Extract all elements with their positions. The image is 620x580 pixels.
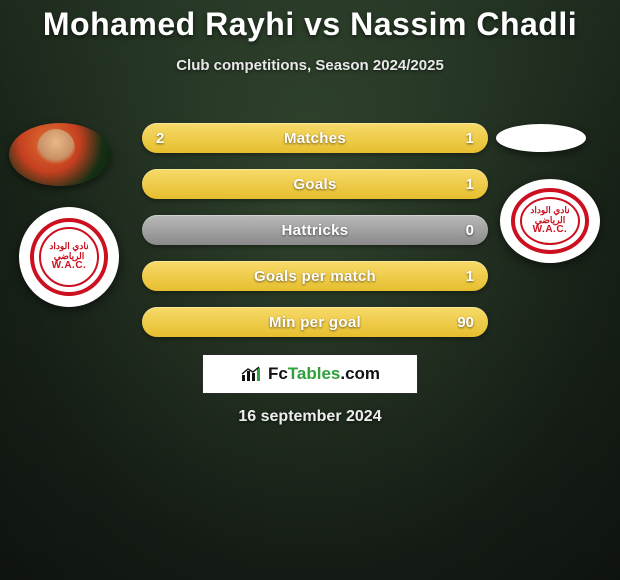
stat-label: Hattricks (142, 215, 488, 245)
stat-value-right: 1 (466, 123, 474, 153)
wac-badge-icon: نادي الوداد الرياضي W.A.C. (30, 218, 108, 296)
stat-bar: Min per goal90 (142, 307, 488, 337)
player-left-club-badge: نادي الوداد الرياضي W.A.C. (19, 207, 119, 307)
player-right-club-badge: نادي الوداد الرياضي W.A.C. (500, 179, 600, 263)
player-right-photo-placeholder (496, 124, 586, 152)
wac-badge-icon: نادي الوداد الرياضي W.A.C. (511, 188, 589, 254)
club-badge-arabic: نادي الوداد الرياضي (515, 206, 585, 225)
page-title: Mohamed Rayhi vs Nassim Chadli (0, 0, 620, 43)
stat-value-right: 1 (466, 169, 474, 199)
brand-box: FcTables.com (202, 354, 418, 394)
stat-value-right: 90 (457, 307, 474, 337)
stat-value-right: 0 (466, 215, 474, 245)
stat-label: Matches (142, 123, 488, 153)
club-badge-latin: W.A.C. (52, 260, 87, 271)
stat-bar: Hattricks0 (142, 215, 488, 245)
player-left-photo (9, 123, 111, 186)
club-badge-latin: W.A.C. (533, 224, 568, 235)
brand-prefix: Fc (268, 364, 288, 383)
stat-value-right: 1 (466, 261, 474, 291)
page-subtitle: Club competitions, Season 2024/2025 (0, 57, 620, 74)
stat-bar: 2Matches1 (142, 123, 488, 153)
chart-icon (240, 365, 262, 383)
date-text: 16 september 2024 (0, 408, 620, 426)
stat-label: Goals (142, 169, 488, 199)
stat-bar: Goals per match1 (142, 261, 488, 291)
brand-middle: Tables (288, 364, 341, 383)
brand-suffix: .com (340, 364, 380, 383)
stat-bar: Goals1 (142, 169, 488, 199)
brand-text: FcTables.com (268, 364, 380, 384)
club-badge-arabic: نادي الوداد الرياضي (34, 242, 104, 261)
stats-bars: 2Matches1Goals1Hattricks0Goals per match… (142, 123, 488, 353)
stat-label: Goals per match (142, 261, 488, 291)
stat-label: Min per goal (142, 307, 488, 337)
